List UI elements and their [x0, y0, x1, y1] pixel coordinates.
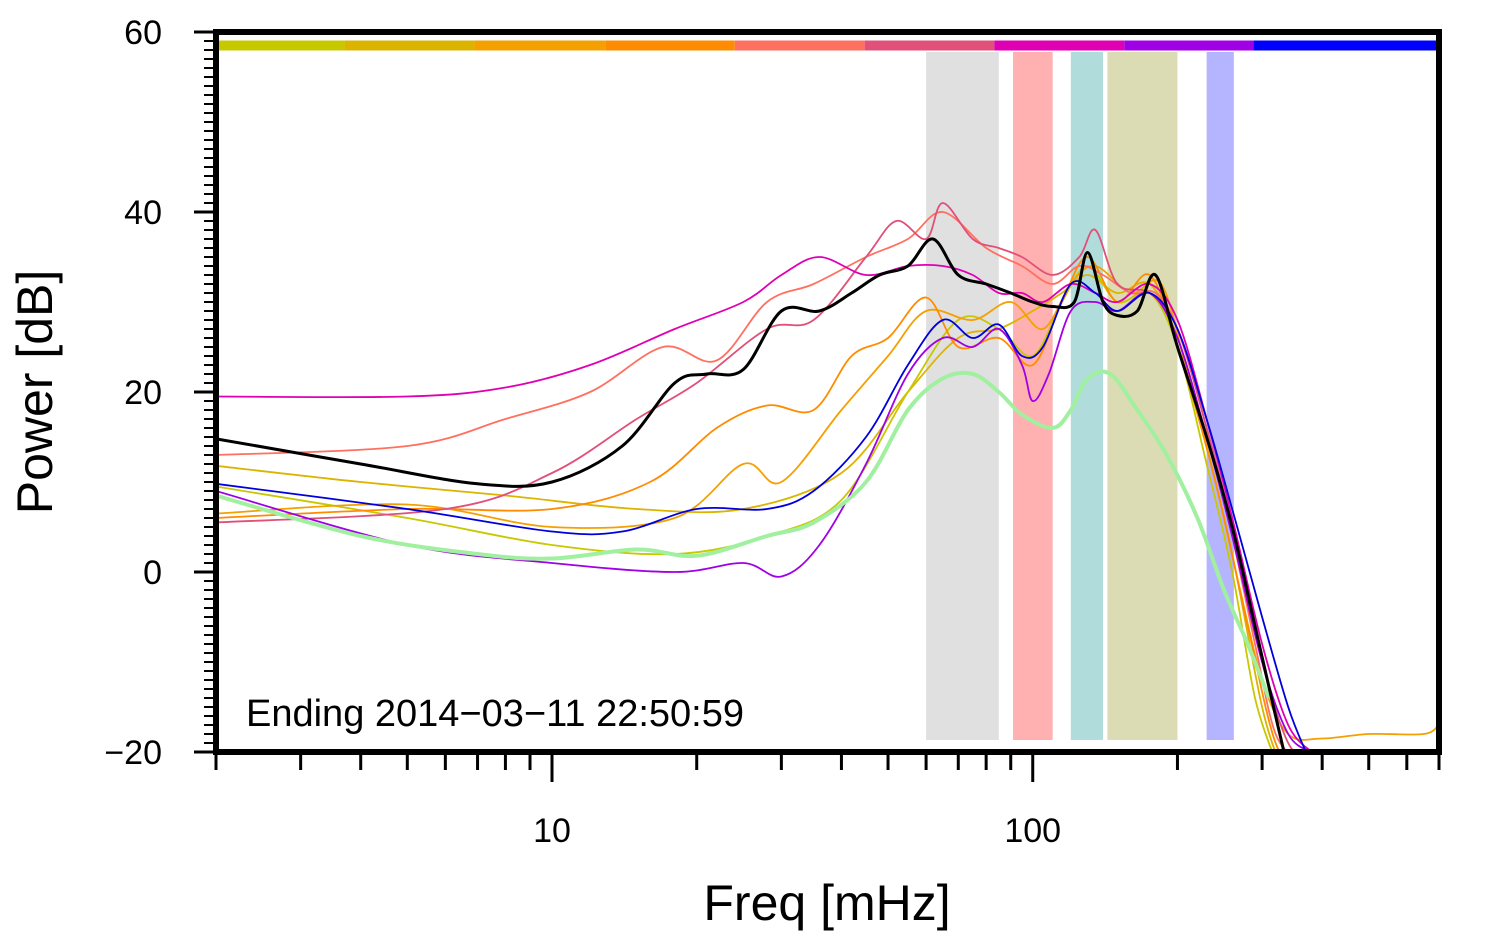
spectrum-lines: [216, 202, 1439, 752]
series-line-9: [216, 280, 1307, 752]
color-bar-segment-9: [1253, 40, 1439, 51]
frequency-color-bar: [216, 40, 1439, 51]
y-axis-title: Power [dB]: [7, 270, 63, 515]
color-bar-segment-2: [344, 40, 475, 51]
color-bar-segment-3: [474, 40, 606, 51]
band-1: [926, 52, 999, 740]
series-line-10: [216, 369, 1271, 699]
y-axis-ticks: −20 0 20 40 60: [104, 14, 216, 772]
color-bar-segment-1: [216, 40, 345, 51]
highlight-bands: [926, 52, 1234, 740]
annotation-ending-time: Ending 2014−03−11 22:50:59: [246, 693, 744, 735]
y-tick-label: 60: [124, 14, 162, 52]
y-tick-label: 20: [124, 374, 162, 412]
color-bar-segment-6: [864, 40, 995, 51]
series-line-11: [216, 237, 1286, 752]
y-tick-label: −20: [104, 734, 162, 772]
x-axis-ticks: 10 100: [214, 752, 1441, 850]
band-5: [1206, 52, 1234, 740]
series-line-6: [216, 202, 1296, 752]
x-tick-label: 10: [533, 812, 571, 850]
band-4: [1107, 52, 1178, 740]
color-bar-segment-4: [605, 40, 735, 51]
y-tick-label: 0: [143, 554, 162, 592]
x-axis-title: Freq [mHz]: [703, 875, 950, 931]
band-2: [1013, 52, 1053, 740]
color-bar-segment-8: [1124, 40, 1254, 51]
color-bar-segment-5: [734, 40, 865, 51]
color-bar-segment-7: [994, 40, 1125, 51]
y-tick-label: 40: [124, 194, 162, 232]
series-line-4: [216, 256, 1281, 752]
x-tick-label: 100: [1004, 812, 1061, 850]
